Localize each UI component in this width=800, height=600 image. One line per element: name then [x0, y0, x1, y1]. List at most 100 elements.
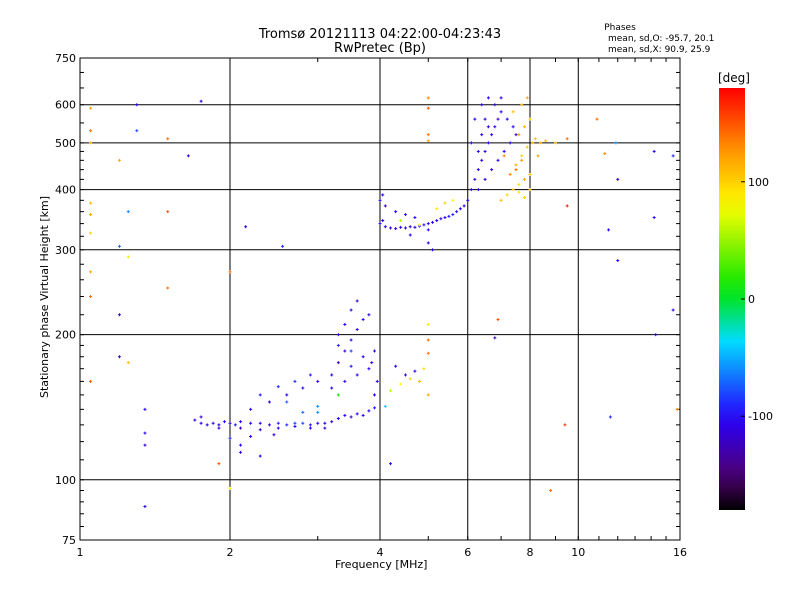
data-point [458, 207, 462, 211]
data-point [308, 426, 312, 430]
data-point [330, 373, 334, 377]
data-point [443, 201, 447, 205]
data-point [249, 407, 253, 411]
data-point [514, 163, 518, 167]
data-point [373, 349, 377, 353]
data-point [135, 103, 139, 107]
data-point [517, 182, 521, 186]
x-tick-label: 16 [673, 546, 687, 559]
data-point [426, 338, 430, 342]
data-point [549, 489, 553, 493]
data-point [383, 204, 387, 208]
data-point [239, 443, 243, 447]
y-tick-label: 200 [55, 329, 76, 342]
data-point [426, 133, 430, 137]
data-point [502, 149, 506, 153]
data-point [455, 210, 459, 214]
phases-o-stats: mean, sd,O: -95.7, 20.1 [608, 34, 715, 44]
data-point [528, 188, 532, 192]
data-point [422, 223, 426, 227]
data-point [525, 96, 529, 100]
data-point [249, 434, 253, 438]
data-point [367, 367, 371, 371]
data-point [473, 177, 477, 181]
data-point [186, 154, 190, 158]
data-point [193, 418, 197, 422]
data-point [276, 385, 280, 389]
data-point [496, 158, 500, 162]
data-point [480, 158, 484, 162]
colorbar-tick-label: -100 [748, 410, 773, 423]
x-tick-label: 2 [227, 546, 234, 559]
data-point [408, 225, 412, 229]
data-point [505, 117, 509, 121]
x-tick-label: 8 [527, 546, 534, 559]
data-point [228, 486, 232, 490]
data-point [355, 299, 359, 303]
data-point [316, 421, 320, 425]
data-point [483, 177, 487, 181]
data-point [343, 322, 347, 326]
data-point [89, 270, 93, 274]
data-point [89, 106, 93, 110]
data-point [199, 415, 203, 419]
data-point [349, 349, 353, 353]
data-point [135, 129, 139, 133]
data-point [223, 420, 227, 424]
data-point [520, 103, 524, 107]
colorbar-tick-label: 0 [748, 293, 755, 306]
data-point [281, 244, 285, 248]
data-point [533, 137, 537, 141]
data-point [417, 379, 421, 383]
colorbar-tick-label: 100 [748, 176, 769, 189]
data-point [496, 318, 500, 322]
data-point [431, 220, 435, 224]
data-point [466, 198, 470, 202]
data-point [389, 389, 393, 393]
data-point [117, 355, 121, 359]
phases-x-stats: mean, sd,X: 90.9, 25.9 [608, 45, 711, 55]
y-tick-label: 300 [55, 244, 76, 257]
data-point [378, 198, 382, 202]
data-point [565, 204, 569, 208]
data-point [544, 139, 548, 143]
data-point [258, 393, 262, 397]
y-tick-label: 600 [55, 99, 76, 112]
data-point [349, 364, 353, 368]
data-point [426, 222, 430, 226]
data-point [508, 141, 512, 145]
data-point [301, 386, 305, 390]
x-axis-label: Frequency [MHz] [335, 558, 428, 571]
data-point [239, 450, 243, 454]
data-point [239, 420, 243, 424]
data-point [89, 129, 93, 133]
data-point [117, 313, 121, 317]
data-point [143, 443, 147, 447]
data-point [336, 333, 340, 337]
data-point [426, 322, 430, 326]
data-point [469, 188, 473, 192]
data-point [435, 207, 439, 211]
colorbar-unit-label: [deg] [718, 71, 750, 85]
data-point [217, 423, 221, 427]
data-point [413, 225, 417, 229]
data-point [330, 420, 334, 424]
data-point [349, 338, 353, 342]
data-point [451, 198, 455, 202]
data-point [267, 423, 271, 427]
data-point [422, 367, 426, 371]
data-point [607, 228, 611, 232]
data-point [511, 125, 515, 129]
data-point [523, 125, 527, 129]
data-point [361, 413, 365, 417]
data-point [553, 141, 557, 145]
data-point [336, 393, 340, 397]
data-point [525, 145, 529, 149]
data-point [228, 436, 232, 440]
data-point [608, 415, 612, 419]
data-point [228, 270, 232, 274]
data-point [413, 216, 417, 220]
data-point [493, 125, 497, 129]
data-point [349, 415, 353, 419]
data-point [514, 133, 518, 137]
